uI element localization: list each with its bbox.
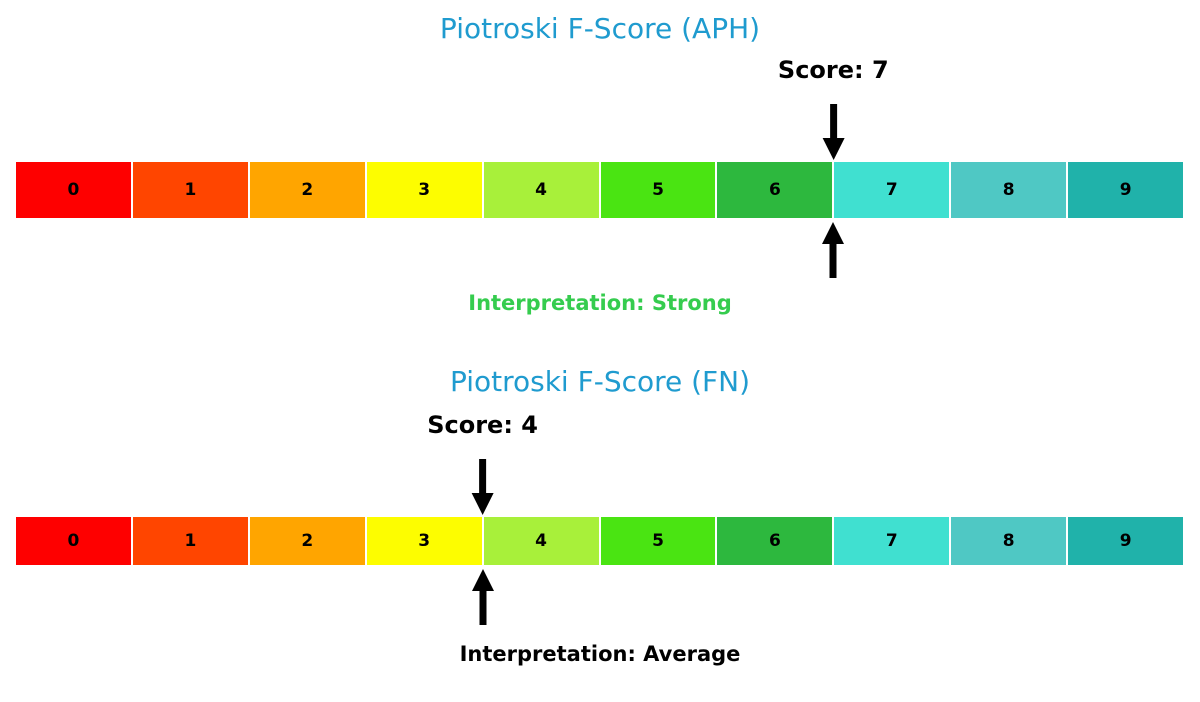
scale-cell-9: 9 — [1067, 161, 1185, 219]
scale-cell-1: 1 — [131, 161, 249, 219]
scale-cell-3: 3 — [365, 161, 483, 219]
scale-cell-4: 4 — [482, 161, 600, 219]
scale-cell-5: 5 — [599, 161, 717, 219]
scale-cell-0: 0 — [15, 516, 132, 566]
score-label: Score: 4 — [427, 411, 538, 439]
score-marker-top: Score: 7 — [778, 55, 889, 160]
score-marker-bottom — [470, 569, 496, 627]
up-arrow-icon — [822, 222, 845, 278]
interpretation-label: Interpretation: Average — [459, 642, 741, 666]
down-arrow-icon — [471, 459, 494, 515]
down-arrow-icon — [822, 104, 845, 160]
score-marker-bottom — [820, 222, 846, 280]
scale-cell-5: 5 — [599, 516, 717, 566]
scale-cell-2: 2 — [248, 516, 366, 566]
scale-cell-1: 1 — [131, 516, 249, 566]
scale-cell-8: 8 — [950, 161, 1068, 219]
chart-title-aph: Piotroski F-Score (APH) — [439, 12, 761, 45]
scale-cell-4: 4 — [482, 516, 600, 566]
scale-cell-6: 6 — [716, 161, 834, 219]
scale-cell-9: 9 — [1067, 516, 1185, 566]
scale-cell-7: 7 — [833, 161, 951, 219]
scale-cell-6: 6 — [716, 516, 834, 566]
score-marker-top: Score: 4 — [427, 410, 538, 515]
score-label: Score: 7 — [777, 56, 889, 84]
scale-cell-2: 2 — [248, 161, 366, 219]
up-arrow-icon — [471, 569, 494, 625]
scale-cell-3: 3 — [365, 516, 483, 566]
scale-cell-8: 8 — [950, 516, 1068, 566]
chart-title-fn: Piotroski F-Score (FN) — [449, 365, 751, 398]
interpretation-label: Interpretation: Strong — [468, 291, 732, 315]
scale-cell-0: 0 — [15, 161, 132, 219]
scale-cell-7: 7 — [833, 516, 951, 566]
